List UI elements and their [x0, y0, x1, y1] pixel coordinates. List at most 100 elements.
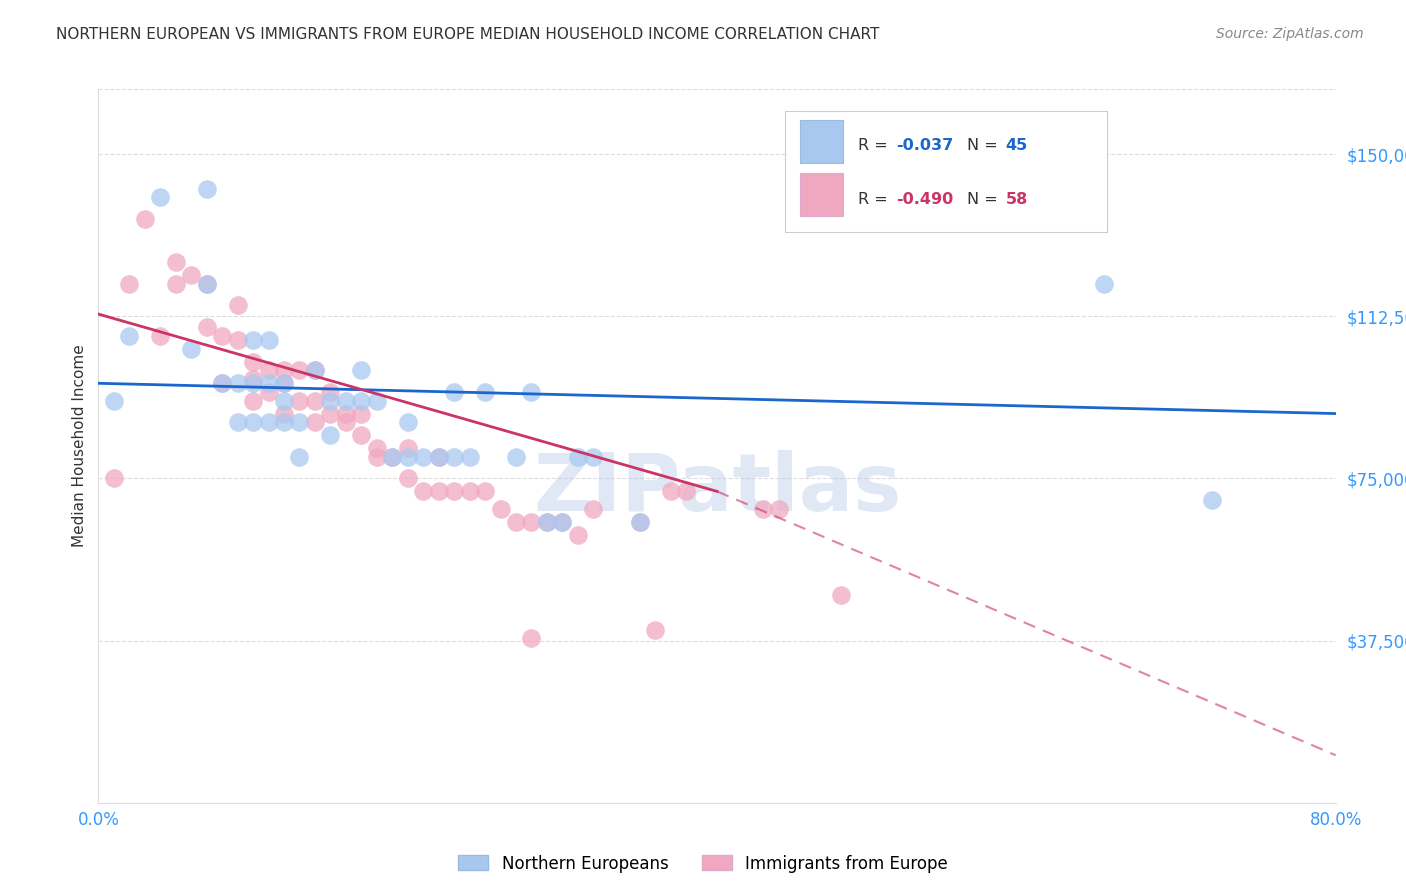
Point: [396, 450, 419, 464]
Point: [257, 363, 280, 377]
Point: [366, 393, 388, 408]
Point: [458, 484, 481, 499]
Point: [489, 501, 512, 516]
Point: [304, 415, 326, 429]
Text: ZIPatlas: ZIPatlas: [533, 450, 901, 528]
Text: 45: 45: [1005, 138, 1028, 153]
Point: [1201, 493, 1223, 508]
Point: [412, 450, 434, 464]
Point: [273, 363, 295, 377]
Point: [335, 407, 357, 421]
Point: [350, 428, 373, 442]
Point: [659, 484, 682, 499]
Text: N =: N =: [967, 138, 1002, 153]
Point: [211, 376, 233, 391]
Point: [195, 320, 218, 334]
Point: [366, 450, 388, 464]
Point: [118, 277, 141, 291]
Point: [304, 363, 326, 377]
Text: NORTHERN EUROPEAN VS IMMIGRANTS FROM EUROPE MEDIAN HOUSEHOLD INCOME CORRELATION : NORTHERN EUROPEAN VS IMMIGRANTS FROM EUR…: [56, 27, 880, 42]
Point: [582, 450, 605, 464]
Point: [474, 384, 496, 399]
Point: [381, 450, 404, 464]
Point: [675, 484, 697, 499]
Point: [396, 441, 419, 455]
Point: [567, 450, 589, 464]
Point: [412, 484, 434, 499]
Point: [134, 211, 156, 226]
Point: [319, 428, 342, 442]
Point: [242, 333, 264, 347]
Point: [319, 384, 342, 399]
Point: [211, 376, 233, 391]
Point: [474, 484, 496, 499]
Legend: Northern Europeans, Immigrants from Europe: Northern Europeans, Immigrants from Euro…: [451, 848, 955, 880]
Point: [443, 484, 465, 499]
Point: [350, 393, 373, 408]
Point: [103, 471, 125, 485]
Point: [273, 415, 295, 429]
Point: [304, 363, 326, 377]
Point: [350, 363, 373, 377]
Point: [180, 342, 202, 356]
Bar: [785, 111, 1107, 232]
Point: [118, 328, 141, 343]
Point: [567, 527, 589, 541]
Point: [1092, 277, 1115, 291]
Point: [396, 415, 419, 429]
Point: [319, 407, 342, 421]
Point: [211, 328, 233, 343]
Text: R =: R =: [858, 192, 893, 207]
Point: [242, 376, 264, 391]
Point: [520, 515, 543, 529]
Point: [319, 393, 342, 408]
Point: [628, 515, 651, 529]
Point: [257, 333, 280, 347]
Bar: [800, 173, 844, 216]
Point: [520, 632, 543, 646]
Point: [505, 515, 527, 529]
Point: [195, 277, 218, 291]
Point: [242, 393, 264, 408]
Point: [242, 372, 264, 386]
Point: [458, 450, 481, 464]
Point: [288, 415, 311, 429]
Point: [226, 415, 249, 429]
Point: [103, 393, 125, 408]
Point: [304, 393, 326, 408]
Point: [257, 376, 280, 391]
Point: [335, 415, 357, 429]
Point: [288, 450, 311, 464]
Text: R =: R =: [858, 138, 893, 153]
Point: [242, 354, 264, 368]
Point: [551, 515, 574, 529]
Point: [768, 501, 790, 516]
Point: [628, 515, 651, 529]
Point: [505, 450, 527, 464]
Point: [226, 333, 249, 347]
Text: N =: N =: [967, 192, 1002, 207]
Point: [381, 450, 404, 464]
Point: [335, 393, 357, 408]
Point: [180, 268, 202, 282]
Point: [257, 415, 280, 429]
Point: [427, 450, 450, 464]
Point: [149, 328, 172, 343]
Point: [644, 623, 666, 637]
Bar: [800, 120, 844, 162]
Point: [165, 277, 187, 291]
Point: [396, 471, 419, 485]
Point: [443, 384, 465, 399]
Point: [551, 515, 574, 529]
Point: [830, 588, 852, 602]
Y-axis label: Median Household Income: Median Household Income: [72, 344, 87, 548]
Text: -0.037: -0.037: [897, 138, 953, 153]
Point: [536, 515, 558, 529]
Point: [350, 407, 373, 421]
Point: [536, 515, 558, 529]
Point: [149, 190, 172, 204]
Point: [273, 407, 295, 421]
Point: [582, 501, 605, 516]
Text: -0.490: -0.490: [897, 192, 953, 207]
Point: [366, 441, 388, 455]
